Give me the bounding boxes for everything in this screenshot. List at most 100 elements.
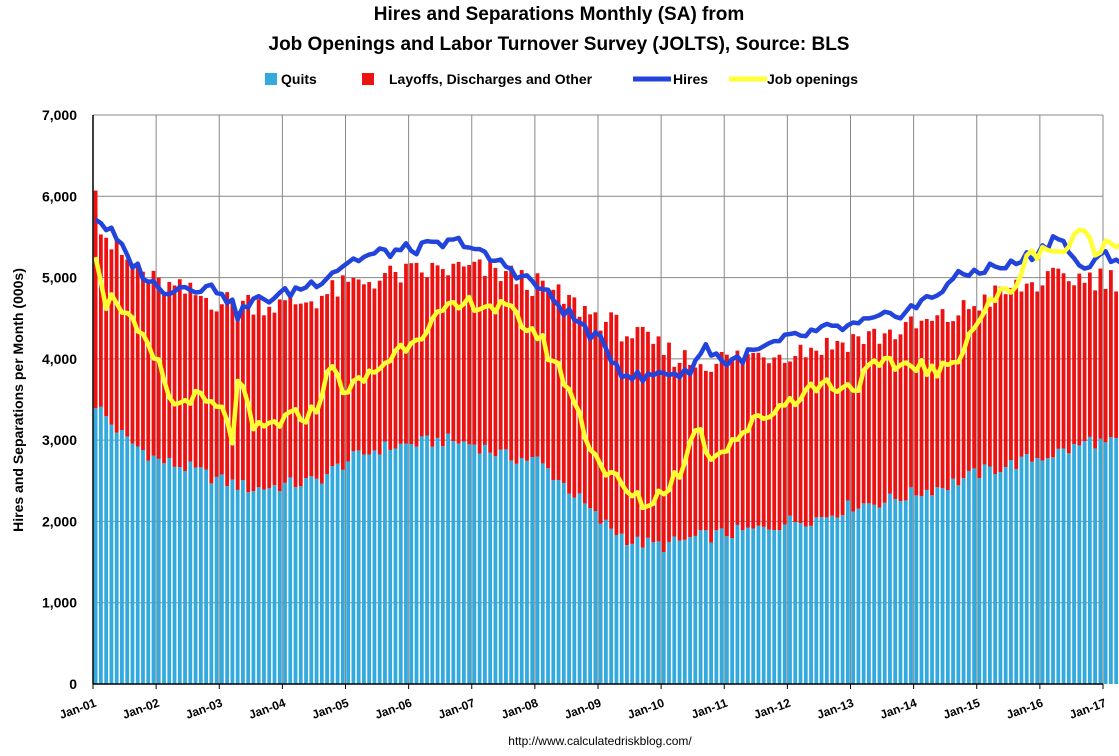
bar-quits [298, 486, 303, 684]
bar-layoffs [688, 364, 692, 538]
bar-layoffs [861, 344, 866, 504]
bar-quits [367, 454, 372, 684]
y-tick-label: 6,000 [42, 188, 77, 204]
bar-quits [430, 446, 435, 684]
bar-quits [803, 526, 808, 684]
chart-title-line2: Job Openings and Labor Turnover Survey (… [269, 34, 850, 55]
bar-quits [472, 444, 477, 684]
bar-layoffs [714, 363, 719, 531]
bar-layoffs [835, 340, 840, 518]
bar-quits [877, 507, 882, 684]
legend-label-hires: Hires [673, 71, 708, 87]
bar-layoffs [809, 347, 813, 526]
bar-quits [120, 429, 124, 684]
x-tick-label: Jan-17 [1068, 696, 1109, 722]
bar-quits [867, 503, 871, 684]
bar-quits [798, 523, 803, 684]
bar-layoffs [1024, 283, 1029, 455]
bar-quits [682, 539, 687, 684]
bar-quits [930, 495, 934, 684]
bar-layoffs [188, 282, 193, 462]
bar-quits [751, 528, 756, 684]
bar-quits [619, 533, 624, 684]
y-tick-label: 1,000 [42, 595, 77, 611]
bar-layoffs [966, 309, 971, 471]
bar-layoffs [230, 300, 235, 480]
bar-layoffs [467, 265, 472, 445]
bar-quits [772, 529, 777, 684]
bar-layoffs [1051, 267, 1055, 458]
bar-layoffs [814, 350, 819, 518]
bar-quits [461, 441, 466, 684]
bar-quits [419, 436, 424, 684]
bar-layoffs [114, 239, 119, 433]
bar-quits [819, 517, 824, 684]
bar-layoffs [961, 300, 966, 479]
bar-layoffs [630, 338, 635, 544]
legend: Quits Layoffs, Discharges and Other Hire… [265, 71, 858, 87]
bar-layoffs [682, 350, 687, 540]
bar-quits [1072, 444, 1076, 684]
bar-layoffs [893, 339, 898, 499]
bar-layoffs [351, 277, 356, 452]
bar-layoffs [93, 190, 98, 409]
bar-layoffs [525, 289, 529, 461]
bar-quits [730, 538, 735, 684]
bar-layoffs [803, 357, 808, 527]
bar-layoffs [277, 299, 282, 492]
bar-quits [1114, 437, 1119, 684]
bar-quits [1082, 441, 1087, 684]
bar-layoffs [225, 292, 230, 487]
bar-quits [630, 543, 635, 684]
bar-layoffs [272, 312, 277, 486]
bar-quits [372, 450, 377, 684]
bar-layoffs [414, 262, 419, 447]
bar-quits [325, 474, 329, 684]
bar-quits [698, 530, 703, 684]
bar-quits [125, 436, 130, 684]
bar-layoffs [824, 337, 829, 518]
bar-quits [425, 435, 429, 684]
bar-quits [456, 443, 461, 684]
bar-layoffs [109, 249, 114, 425]
bar-layoffs [219, 304, 224, 475]
bar-quits [940, 488, 945, 684]
bar-quits [777, 530, 782, 684]
bar-layoffs [888, 329, 892, 494]
bar-layoffs [367, 282, 372, 455]
bar-quits [635, 536, 640, 684]
bar-layoffs [283, 300, 287, 483]
bar-layoffs [1066, 281, 1071, 454]
bar-quits [225, 486, 230, 684]
bar-layoffs [1056, 268, 1061, 449]
bar-quits [309, 476, 314, 684]
y-tick-label: 7,000 [42, 107, 77, 123]
bar-layoffs [1093, 290, 1098, 449]
bar-quits [346, 461, 351, 684]
bar-quits [388, 449, 393, 684]
bar-layoffs [830, 349, 834, 516]
bar-layoffs [651, 343, 656, 543]
y-tick-label: 5,000 [42, 270, 77, 286]
bar-quits [667, 541, 671, 684]
bar-quits [535, 456, 540, 684]
bar-layoffs [251, 314, 256, 492]
x-tick-label: Jan-01 [58, 696, 99, 722]
bar-layoffs [661, 354, 666, 553]
bar-quits [530, 457, 535, 684]
bar-layoffs [293, 304, 298, 488]
bar-quits [172, 466, 177, 684]
bar-layoffs [877, 343, 882, 508]
bar-layoffs [1061, 273, 1066, 449]
bar-quits [893, 498, 898, 684]
bar-layoffs [1072, 285, 1076, 445]
x-tick-label: Jan-07 [436, 696, 477, 722]
legend-label-openings: Job openings [767, 71, 858, 87]
bar-quits [935, 487, 940, 684]
bar-quits [1098, 438, 1103, 684]
bar-quits [509, 460, 514, 684]
bar-quits [788, 515, 792, 684]
bar-layoffs [1003, 294, 1008, 468]
bar-layoffs [635, 327, 640, 537]
bar-quits [888, 493, 892, 684]
